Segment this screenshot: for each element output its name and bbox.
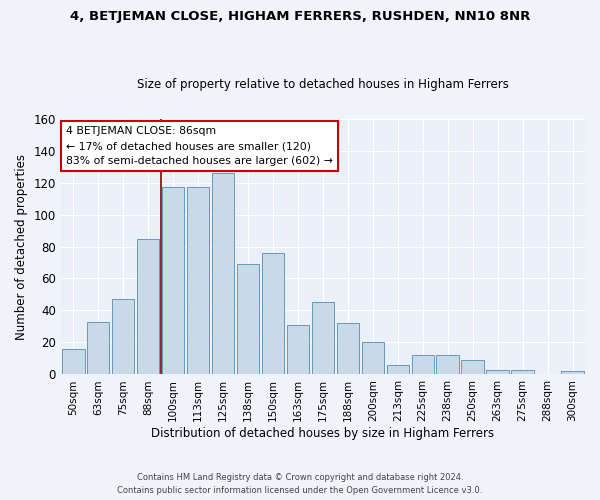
Bar bbox=[311, 302, 334, 374]
Bar bbox=[487, 370, 509, 374]
Bar bbox=[461, 360, 484, 374]
Bar bbox=[212, 173, 234, 374]
Y-axis label: Number of detached properties: Number of detached properties bbox=[15, 154, 28, 340]
Bar bbox=[337, 324, 359, 374]
Bar bbox=[112, 300, 134, 374]
Bar bbox=[187, 188, 209, 374]
Bar bbox=[87, 322, 109, 374]
Bar bbox=[386, 365, 409, 374]
Bar bbox=[436, 356, 459, 374]
Bar bbox=[412, 356, 434, 374]
Bar bbox=[511, 370, 534, 374]
Text: 4, BETJEMAN CLOSE, HIGHAM FERRERS, RUSHDEN, NN10 8NR: 4, BETJEMAN CLOSE, HIGHAM FERRERS, RUSHD… bbox=[70, 10, 530, 23]
Bar bbox=[287, 325, 309, 374]
X-axis label: Distribution of detached houses by size in Higham Ferrers: Distribution of detached houses by size … bbox=[151, 427, 494, 440]
Bar bbox=[561, 372, 584, 374]
Bar bbox=[237, 264, 259, 374]
Bar bbox=[137, 238, 160, 374]
Bar bbox=[62, 349, 85, 374]
Text: Contains HM Land Registry data © Crown copyright and database right 2024.
Contai: Contains HM Land Registry data © Crown c… bbox=[118, 474, 482, 495]
Title: Size of property relative to detached houses in Higham Ferrers: Size of property relative to detached ho… bbox=[137, 78, 509, 91]
Bar bbox=[162, 188, 184, 374]
Bar bbox=[362, 342, 384, 374]
Bar bbox=[262, 253, 284, 374]
Text: 4 BETJEMAN CLOSE: 86sqm
← 17% of detached houses are smaller (120)
83% of semi-d: 4 BETJEMAN CLOSE: 86sqm ← 17% of detache… bbox=[66, 126, 333, 166]
